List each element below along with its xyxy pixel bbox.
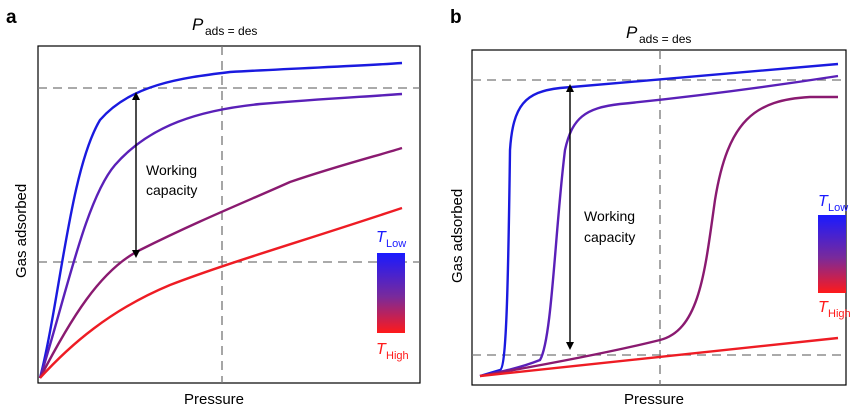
- panel-b-annotation-line2: capacity: [584, 229, 635, 245]
- panel-a-annotation-line2: capacity: [146, 182, 197, 198]
- panel-a-y-axis-label: Gas adsorbed: [13, 184, 30, 278]
- panel-b-annotation-line1: Working: [584, 208, 635, 224]
- panel-b-p-label: P: [626, 23, 638, 42]
- panel-a-letter: a: [6, 7, 17, 28]
- panel-a-annotation-line1: Working: [146, 162, 197, 178]
- panel-b-t-low-subscript: Low: [828, 202, 848, 214]
- panel-a-isotherm-mid-low: [38, 92, 403, 379]
- panel-b-t-high-label: T: [818, 299, 829, 316]
- panel-b-letter: b: [450, 7, 462, 28]
- panel-a-isotherm-mid-high: [38, 146, 403, 379]
- panel-a-plot-frame: [37, 45, 421, 384]
- panel-a-t-high-label: T: [376, 341, 387, 358]
- panel-b-isotherm-mid-high: [479, 95, 838, 378]
- panel-b-isotherm-mid-low: [479, 74, 839, 378]
- panel-a-p-subscript: ads = des: [205, 24, 257, 38]
- panel-b-isotherm-high: [479, 336, 839, 378]
- panel-b-p-subscript: ads = des: [639, 32, 691, 46]
- panel-a-temperature-colorbar: [377, 253, 405, 333]
- panel-a-x-axis-label: Pressure: [184, 391, 244, 408]
- panel-a-t-high-subscript: High: [386, 350, 409, 362]
- panel-b-x-axis-label: Pressure: [624, 391, 684, 408]
- panel-a-p-label: P: [192, 15, 204, 34]
- panel-b: b P ads = des Working capacity T Low T H…: [449, 7, 851, 408]
- panel-b-t-low-label: T: [818, 193, 829, 210]
- panel-b-t-high-subscript: High: [828, 308, 851, 320]
- panel-a-isotherm-high: [39, 206, 403, 379]
- panel-b-isotherm-low: [479, 62, 839, 378]
- panel-b-y-axis-label: Gas adsorbed: [449, 189, 466, 283]
- panel-a-t-low-subscript: Low: [386, 238, 406, 250]
- panel-a-isotherm-low: [38, 61, 403, 379]
- panel-a: a P ads = des Working capacity T Low T H…: [6, 7, 421, 408]
- panel-b-temperature-colorbar: [818, 215, 846, 293]
- panel-a-t-low-label: T: [376, 229, 387, 246]
